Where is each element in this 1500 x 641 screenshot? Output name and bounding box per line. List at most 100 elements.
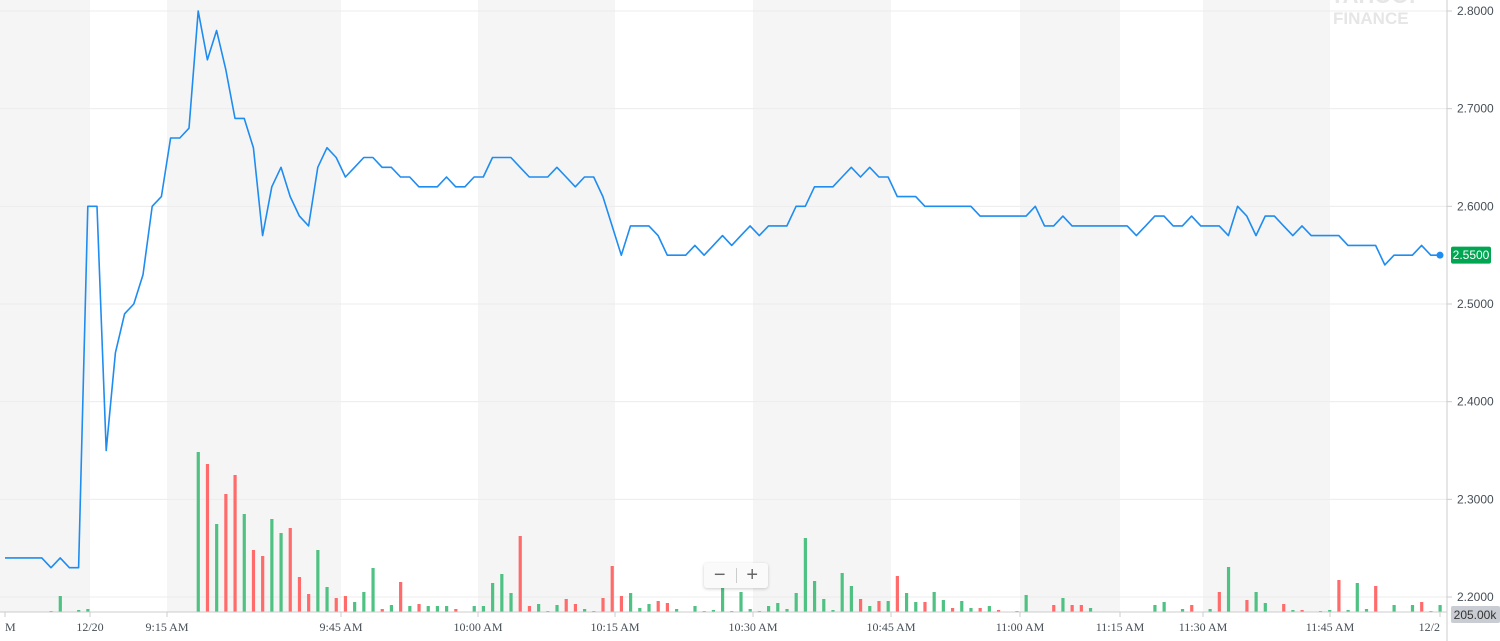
y-tick-label: 2.6000 <box>1457 199 1494 213</box>
volume-bar <box>58 596 62 612</box>
volume-bar <box>1190 605 1194 612</box>
x-tick-label: 11:15 AM <box>1096 620 1145 634</box>
x-tick-label: 11:00 AM <box>996 620 1045 634</box>
volume-bar <box>500 574 504 612</box>
volume-bar <box>1061 598 1065 612</box>
volume-bar <box>1088 608 1093 612</box>
volume-bar <box>1300 610 1304 612</box>
y-tick-label: 2.8000 <box>1457 4 1494 18</box>
session-band <box>0 0 90 612</box>
session-band <box>1020 0 1120 612</box>
volume-bar <box>849 586 853 612</box>
volume-bar <box>1052 605 1056 612</box>
y-tick-label: 2.2000 <box>1457 590 1494 604</box>
volume-bar <box>196 452 200 612</box>
volume-bar <box>408 606 412 612</box>
y-tick-label: 2.3000 <box>1457 492 1494 506</box>
volume-bar <box>693 606 697 612</box>
volume-bar <box>481 606 486 612</box>
last-price-dot <box>1436 251 1444 259</box>
volume-bar <box>1024 595 1028 612</box>
volume-bar <box>537 604 541 612</box>
session-band <box>753 0 891 612</box>
volume-bar <box>941 600 945 612</box>
price-line <box>5 10 1440 569</box>
volume-bar <box>426 606 430 612</box>
x-tick-label: 12/20 <box>76 620 103 634</box>
volume-bar <box>1328 610 1332 612</box>
volume-bar <box>1346 610 1350 612</box>
zoom-divider <box>735 568 737 583</box>
volume-bar <box>721 588 725 612</box>
x-tick-label: 12/2 <box>1419 620 1440 634</box>
volume-bar <box>766 606 771 612</box>
zoom-out-button[interactable]: − <box>713 564 726 586</box>
y-tick-label: 2.7000 <box>1457 102 1494 116</box>
volume-bar <box>776 603 780 612</box>
volume-bar <box>960 601 964 612</box>
y-tick-label: 2.5000 <box>1457 297 1494 311</box>
volume-bar <box>987 606 991 612</box>
volume-bar <box>803 538 807 612</box>
volume-bar <box>656 601 660 612</box>
volume-bar <box>297 577 302 612</box>
volume-bar <box>978 608 982 612</box>
volume-bar <box>1263 603 1267 612</box>
volume-bar <box>665 603 670 612</box>
volume-bar <box>748 609 752 612</box>
volume-bar <box>86 609 90 612</box>
volume-bar <box>445 606 449 612</box>
volume-bar <box>996 610 1001 612</box>
volume-bar <box>868 606 872 612</box>
volume-bar <box>555 605 559 612</box>
session-band <box>1203 0 1330 612</box>
volume-bar <box>1245 600 1249 612</box>
volume-bar <box>417 604 421 612</box>
volume-bar <box>583 609 587 612</box>
volume-bar <box>1337 580 1341 612</box>
volume-bar <box>362 592 366 612</box>
volume-bar <box>334 598 338 612</box>
volume-bar <box>895 576 899 612</box>
volume-bar <box>380 609 384 612</box>
volume-bar <box>233 475 237 612</box>
volume-bar <box>1070 605 1074 612</box>
x-tick-label: 11:30 AM <box>1179 620 1228 634</box>
volume-bar <box>242 514 246 612</box>
volume-bar <box>629 593 633 612</box>
volume-bar <box>518 536 522 612</box>
volume-bar <box>353 602 357 612</box>
volume-bar <box>785 609 789 612</box>
volume-bar <box>288 528 292 612</box>
volume-bar <box>739 592 743 612</box>
volume-bar <box>224 494 228 612</box>
volume-bars <box>49 452 1442 612</box>
y-axis-ticks: 2.8000 2.7000 2.6000 2.5000 2.4000 2.3000 2.20… <box>1447 4 1494 604</box>
volume-bar <box>610 566 614 612</box>
volume-bar <box>1355 583 1359 612</box>
y-tick-label: 2.4000 <box>1457 395 1494 409</box>
volume-bar <box>279 533 283 612</box>
volume-bar <box>1180 609 1185 612</box>
volume-bar <box>1392 605 1396 612</box>
volume-bar <box>316 550 320 612</box>
volume-bar <box>509 593 513 612</box>
zoom-in-button[interactable]: + <box>746 564 759 586</box>
volume-bar <box>950 608 955 612</box>
volume-bar <box>1374 586 1378 612</box>
volume-bar <box>270 519 274 612</box>
volume-bar <box>389 605 394 612</box>
volume-bar <box>1364 609 1369 612</box>
volume-bar <box>1217 592 1221 612</box>
volume-bar <box>877 601 881 612</box>
volume-bar <box>325 587 329 612</box>
volume-bar <box>1153 605 1157 612</box>
x-tick-label: M <box>5 620 16 634</box>
x-axis-ticks: M 12/20 9:15 AM 9:45 AM 10:00 AM 10:15 AM 10:3… <box>4 612 1441 634</box>
volume-bar <box>831 610 835 612</box>
volume-bar <box>1254 592 1258 612</box>
volume-bar <box>647 604 651 612</box>
session-band <box>167 0 341 612</box>
volume-bar <box>371 568 375 612</box>
